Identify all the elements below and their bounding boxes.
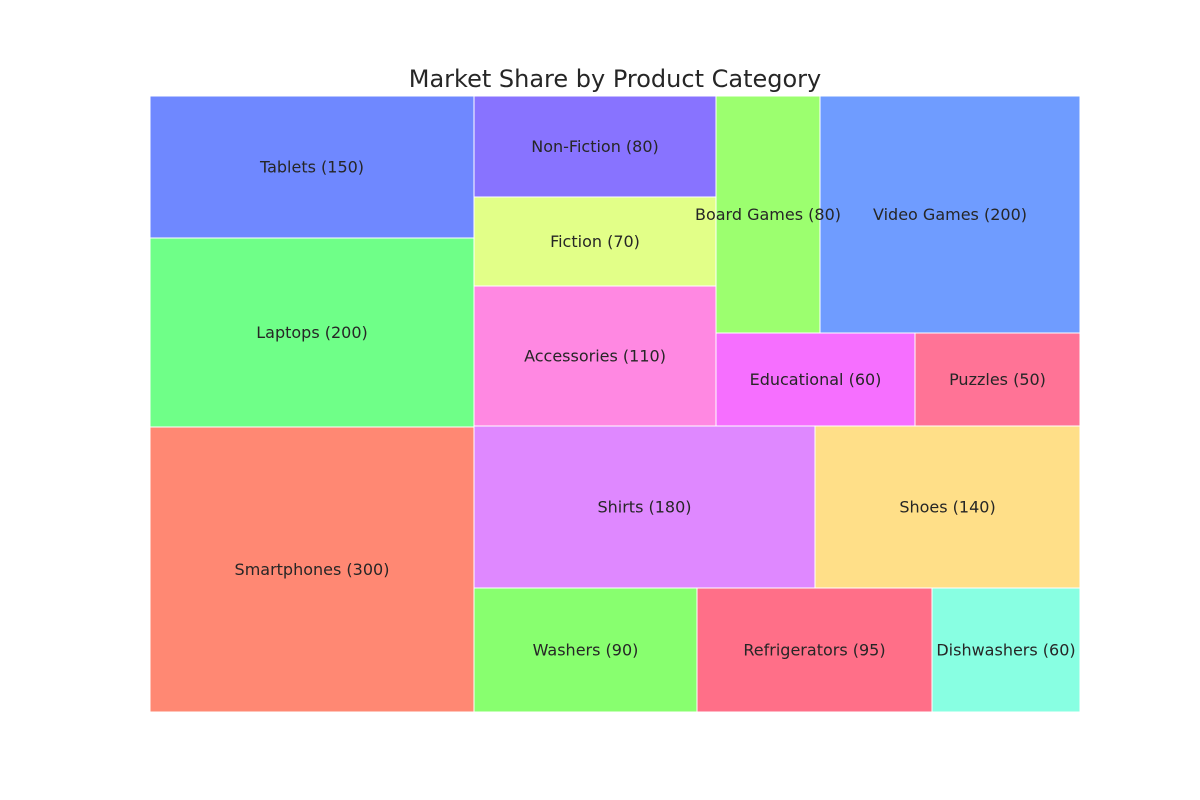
tile-label-accessories: Accessories (110) <box>524 347 666 366</box>
tile-rect <box>473 587 698 713</box>
tile-label-washers: Washers (90) <box>533 641 639 660</box>
tile-rect <box>931 587 1081 713</box>
tile-rect <box>149 95 475 239</box>
tile-puzzles <box>914 332 1081 427</box>
chart-title: Market Share by Product Category <box>408 65 822 93</box>
tile-board-games <box>715 95 821 334</box>
tile-label-video-games: Video Games (200) <box>873 205 1027 224</box>
tile-label-non-fiction: Non-Fiction (80) <box>531 137 659 156</box>
tile-laptops <box>149 237 475 428</box>
tile-rect <box>473 285 717 427</box>
tile-non-fiction <box>473 95 717 198</box>
tile-rect <box>149 237 475 428</box>
tile-washers <box>473 587 698 713</box>
tile-refrigerators <box>696 587 933 713</box>
tile-smartphones <box>149 426 475 713</box>
tile-rect <box>473 95 717 198</box>
tile-rect <box>819 95 1081 334</box>
tile-tablets <box>149 95 475 239</box>
tile-label-tablets: Tablets (150) <box>259 158 364 177</box>
tile-label-shirts: Shirts (180) <box>597 498 691 517</box>
tile-label-shoes: Shoes (140) <box>899 498 995 517</box>
tile-accessories <box>473 285 717 427</box>
tile-rect <box>715 332 916 427</box>
tile-rect <box>814 425 1081 589</box>
tile-educational <box>715 332 916 427</box>
tile-label-dishwashers: Dishwashers (60) <box>936 641 1075 660</box>
tile-label-board-games: Board Games (80) <box>695 205 841 224</box>
tile-rect <box>914 332 1081 427</box>
tile-dishwashers <box>931 587 1081 713</box>
tile-label-laptops: Laptops (200) <box>256 323 368 342</box>
tile-rect <box>149 426 475 713</box>
tile-rect <box>696 587 933 713</box>
tile-shoes <box>814 425 1081 589</box>
tile-label-smartphones: Smartphones (300) <box>235 560 390 579</box>
tile-label-fiction: Fiction (70) <box>550 232 640 251</box>
tile-label-refrigerators: Refrigerators (95) <box>743 641 885 660</box>
tile-rect <box>715 95 821 334</box>
tile-label-educational: Educational (60) <box>750 370 882 389</box>
tile-label-puzzles: Puzzles (50) <box>949 370 1046 389</box>
tile-video-games <box>819 95 1081 334</box>
